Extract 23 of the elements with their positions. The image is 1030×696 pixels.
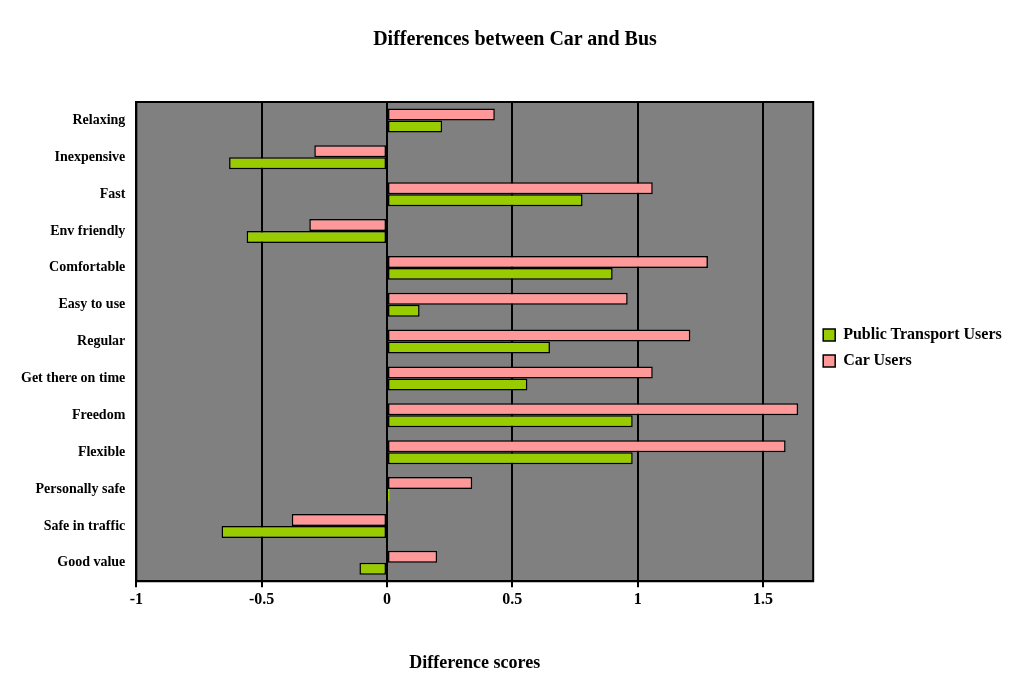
x-tick-label: 0 [383, 589, 392, 607]
y-tick-label: Freedom [71, 406, 126, 422]
y-tick-label: Easy to use [58, 296, 126, 312]
x-tick-label: 1 [633, 589, 642, 607]
x-tick-label: 1.5 [753, 589, 774, 607]
legend-label: Public Transport Users [843, 325, 1002, 344]
y-tick-label: Comfortable [49, 259, 126, 275]
y-tick-label: Relaxing [72, 112, 126, 128]
y-tick-label: Get there on time [20, 370, 126, 386]
y-tick-label: Safe in traffic [43, 517, 126, 533]
x-tick-label: 0.5 [502, 589, 523, 607]
y-tick-label: Personally safe [35, 480, 126, 496]
y-tick-label: Flexible [77, 443, 126, 459]
chart-title: Differences between Car and Bus [373, 27, 658, 50]
y-tick-label: Env friendly [50, 222, 126, 238]
legend-label: Car Users [843, 351, 912, 369]
x-axis-title: Difference scores [409, 651, 541, 672]
x-tick-label: -0.5 [249, 589, 275, 607]
y-tick-label: Fast [99, 185, 126, 201]
y-tick-label: Regular [77, 333, 126, 349]
y-tick-label: Inexpensive [54, 148, 126, 164]
x-tick-label: -1 [129, 589, 143, 607]
y-tick-label: Good value [57, 554, 126, 570]
